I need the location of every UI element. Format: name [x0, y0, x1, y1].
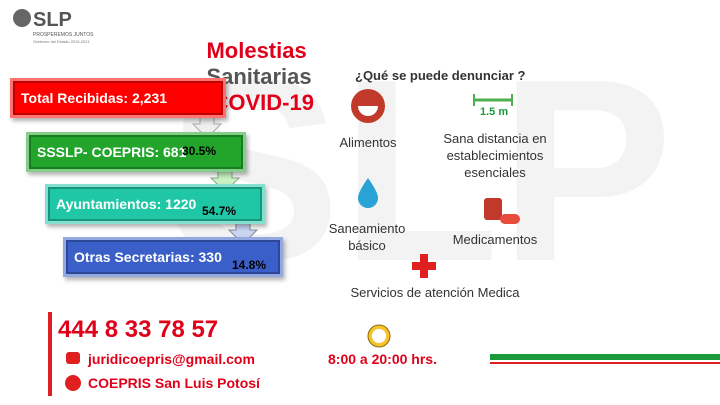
- logo-mark: [13, 9, 31, 27]
- facebook[interactable]: COEPRIS San Luis Potosí: [88, 375, 260, 391]
- item-label: Alimentos: [332, 134, 404, 151]
- funnel-box: Ayuntamientos: 1220: [45, 184, 265, 224]
- funnel-box: Total Recibidas: 2,231: [10, 78, 226, 118]
- hours: 8:00 a 20:00 hrs.: [328, 351, 437, 367]
- facebook-icon: [65, 375, 81, 391]
- water-icon: [358, 178, 378, 208]
- title-part: Molestias: [206, 38, 307, 63]
- medicine-icon: [484, 198, 502, 220]
- divider: [490, 362, 720, 364]
- phone: 444 8 33 78 57: [58, 316, 219, 343]
- email[interactable]: juridicoepris@gmail.com: [88, 351, 255, 367]
- logo-subtitle: Gobierno del Estado 2015-2021: [33, 39, 90, 44]
- clock-icon: [372, 329, 386, 343]
- funnel-percent: 30.5%: [182, 144, 217, 158]
- item-line: esenciales: [464, 165, 526, 180]
- logo: SLP: [33, 9, 72, 31]
- medical-cross: [412, 254, 436, 278]
- distance-label: 1.5 m: [480, 106, 509, 118]
- funnel-box: SSSLP- COEPRIS: 681: [26, 132, 246, 172]
- item-label: Sana distancia en establecimientos esenc…: [430, 130, 560, 181]
- item-line: Alimentos: [339, 135, 397, 150]
- item-line: Medicamentos: [452, 232, 538, 247]
- accent-bar: [48, 312, 52, 396]
- title: Molestias Sanitarias COVID-19: [182, 12, 314, 142]
- funnel-percent: 54.7%: [202, 204, 237, 218]
- item-line: básico: [348, 238, 386, 253]
- medicine-icon: [500, 214, 520, 224]
- funnel-percent: 14.8%: [232, 258, 267, 272]
- logo-tagline: PROSPEREMOS JUNTOS: [33, 32, 94, 38]
- item-line: Saneamiento: [328, 221, 406, 236]
- funnel-box: Otras Secretarias: 330: [63, 237, 283, 277]
- item-line: Servicios de atención Medica: [350, 285, 520, 300]
- food-icon: [358, 106, 378, 116]
- question: ¿Qué se puede denunciar ?: [355, 68, 526, 83]
- item-label: Medicamentos: [445, 231, 545, 248]
- title-part: COVID-19: [212, 90, 314, 115]
- item-label: Servicios de atención Medica: [340, 284, 530, 301]
- email-icon: [66, 352, 80, 364]
- divider: [490, 354, 720, 360]
- item-line: Sana distancia en: [443, 131, 547, 146]
- item-line: establecimientos: [446, 148, 544, 163]
- item-label: Saneamiento básico: [322, 220, 412, 254]
